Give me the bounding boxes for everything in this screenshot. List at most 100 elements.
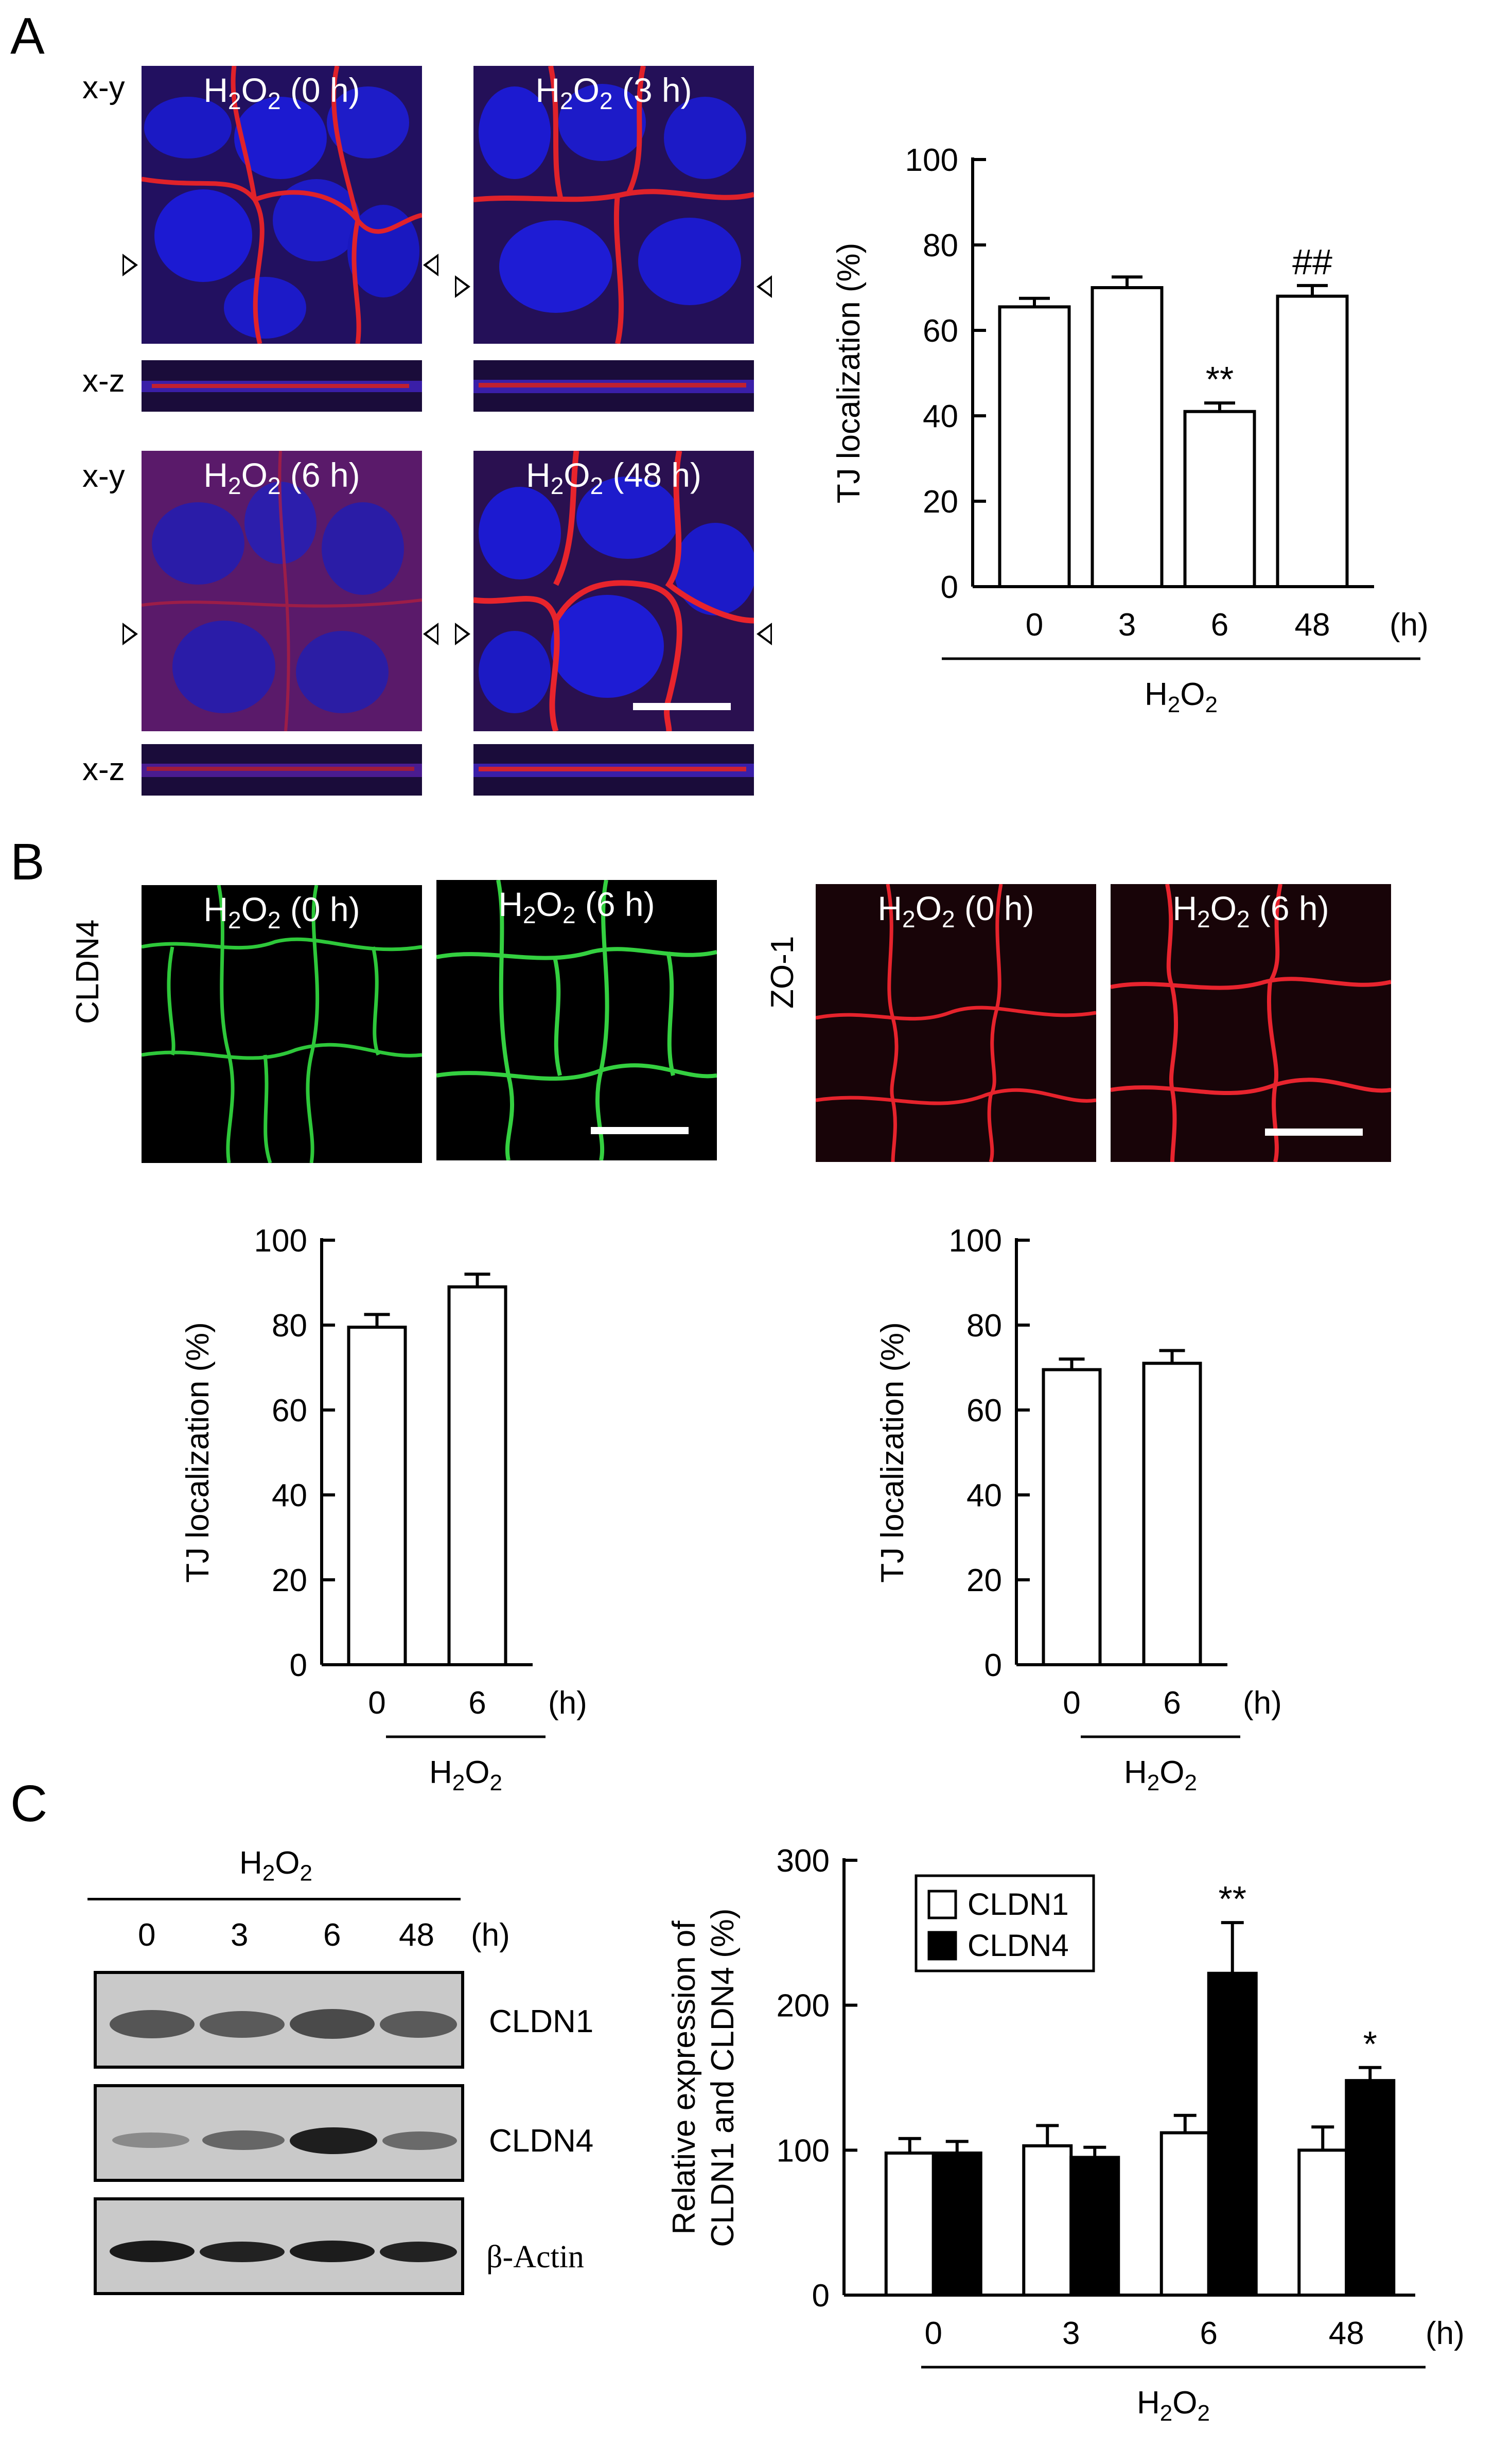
x-tick-label: 6 bbox=[1211, 607, 1228, 643]
x-unit-label: (h) bbox=[1426, 2316, 1465, 2351]
legend-label-CLDN4: CLDN4 bbox=[968, 1928, 1069, 1963]
x-tick-label: 6 bbox=[468, 1685, 486, 1721]
arrowhead-right-icon bbox=[455, 275, 470, 298]
x-tick-label: 0 bbox=[1026, 607, 1043, 643]
label-zo-1: ZO-1 bbox=[765, 936, 800, 1009]
y-tick-label: 100 bbox=[905, 143, 958, 178]
micrograph-zo1-0h: H2O2 (0 h) bbox=[816, 884, 1096, 1162]
bar-48 bbox=[1276, 294, 1349, 589]
x-tick-label: 3 bbox=[1062, 2316, 1080, 2351]
chart-tj-localization-cldn4: 0 20 40 60 80 100 TJ localization (%) 0 6 (h) H2O2 bbox=[180, 1223, 587, 1795]
bar-CLDN1-6 bbox=[1159, 2131, 1210, 2297]
bar-6 bbox=[447, 1285, 507, 1666]
chart-tj-localization-a: 0 20 40 60 80 100 TJ localization (%) 0 3 6 ** 48 ##… bbox=[831, 143, 1429, 717]
y-tick-label: 40 bbox=[272, 1478, 307, 1513]
arrowhead-left-icon bbox=[757, 275, 772, 298]
x-group-label: H2O2 bbox=[1137, 2385, 1210, 2426]
micrograph-a-6h-title: H2O2 (6 h) bbox=[203, 456, 360, 500]
row-label-xy-1: x-y bbox=[82, 70, 125, 105]
y-tick-label: 80 bbox=[923, 228, 958, 263]
chart-relative-expression: 0 100 200 300 Relative expression of CLDN1 an… bbox=[666, 1843, 1465, 2426]
micrograph-a-3h-cells bbox=[473, 66, 754, 344]
bar-CLDN4-0 bbox=[931, 2151, 982, 2297]
legend-swatch-CLDN1 bbox=[927, 1890, 957, 1919]
arrowhead-right-icon bbox=[122, 254, 138, 276]
arrowhead-left-icon bbox=[423, 623, 438, 645]
micrograph-a-0h-title: H2O2 (0 h) bbox=[203, 71, 360, 115]
blot-header-h2o2: H2O2 bbox=[239, 1845, 312, 1886]
arrowhead-right-icon bbox=[122, 623, 138, 645]
bar-CLDN4-3 bbox=[1069, 2156, 1120, 2297]
x-tick-label: 48 bbox=[1329, 2316, 1364, 2351]
band-label-cldn1: CLDN1 bbox=[489, 2004, 594, 2039]
lane-label-48: 48 bbox=[399, 1917, 434, 1953]
panel-letter-b: B bbox=[10, 833, 45, 891]
blot-header-line bbox=[87, 1898, 461, 1900]
bar-0 bbox=[347, 1326, 407, 1666]
y-axis-label-line2: CLDN1 and CLDN4 (%) bbox=[705, 1908, 741, 2247]
y-axis-label: TJ localization (%) bbox=[180, 1322, 216, 1582]
significance-label: ** bbox=[1206, 359, 1234, 399]
micrograph-a-6h-cells bbox=[142, 451, 422, 731]
bar-CLDN4-6 bbox=[1207, 1971, 1258, 2297]
micrograph-zo1-6h: H2O2 (6 h) bbox=[1111, 884, 1391, 1162]
bar-CLDN1-0 bbox=[884, 2151, 935, 2297]
micrograph-a-48h-title: H2O2 (48 h) bbox=[526, 456, 701, 500]
y-tick-label: 300 bbox=[777, 1843, 830, 1879]
y-axis-label-line1: Relative expression of bbox=[666, 1920, 702, 2235]
micrograph-a-6h: H2O2 (6 h) bbox=[142, 451, 422, 731]
lane-unit: (h) bbox=[471, 1917, 510, 1953]
y-tick-label: 0 bbox=[290, 1648, 307, 1683]
bar-CLDN1-3 bbox=[1022, 2144, 1073, 2297]
label-cldn4: CLDN4 bbox=[70, 919, 106, 1024]
x-group-label: H2O2 bbox=[1124, 1755, 1197, 1795]
y-tick-label: 60 bbox=[923, 313, 958, 349]
micrograph-a-0h-cells bbox=[142, 66, 422, 344]
micrograph-zo1-0h-title: H2O2 (0 h) bbox=[877, 889, 1034, 933]
micrograph-a-0h: H2O2 (0 h) bbox=[142, 66, 422, 344]
y-tick-label: 60 bbox=[272, 1393, 307, 1429]
y-tick-label: 60 bbox=[966, 1393, 1002, 1429]
bar-6 bbox=[1183, 410, 1256, 588]
x-unit-label: (h) bbox=[548, 1685, 587, 1721]
y-tick-label: 20 bbox=[272, 1563, 307, 1598]
panel-letter-a: A bbox=[10, 7, 45, 65]
micrograph-cldn4-6h: H2O2 (6 h) bbox=[436, 880, 717, 1160]
x-tick-label: 6 bbox=[1163, 1685, 1181, 1721]
y-tick-label: 0 bbox=[984, 1648, 1002, 1683]
scale-bar bbox=[591, 1127, 689, 1134]
bar-CLDN1-48 bbox=[1297, 2148, 1348, 2297]
lane-label-6: 6 bbox=[323, 1917, 341, 1953]
y-tick-label: 100 bbox=[777, 2133, 830, 2169]
legend-swatch-CLDN4 bbox=[927, 1931, 957, 1961]
x-group-label: H2O2 bbox=[429, 1755, 502, 1795]
y-axis-label: TJ localization (%) bbox=[875, 1322, 910, 1582]
y-tick-label: 0 bbox=[941, 570, 958, 605]
lane-label-3: 3 bbox=[231, 1917, 249, 1953]
row-label-xz-1: x-z bbox=[82, 363, 125, 399]
arrowhead-left-icon bbox=[423, 254, 438, 276]
scale-bar bbox=[1265, 1129, 1363, 1136]
micrograph-a-3h-title: H2O2 (3 h) bbox=[535, 71, 692, 115]
chart-tj-localization-zo1: 0 20 40 60 80 100 TJ localization (%) 0 6 (h) H2O2 bbox=[875, 1223, 1282, 1795]
micrograph-zo1-6h-title: H2O2 (6 h) bbox=[1172, 889, 1329, 933]
bar-6 bbox=[1142, 1362, 1202, 1666]
legend-label-CLDN1: CLDN1 bbox=[968, 1887, 1069, 1922]
x-tick-label: 0 bbox=[1063, 1685, 1080, 1721]
micrograph-cldn4-0h: H2O2 (0 h) bbox=[142, 885, 422, 1163]
band-label-cldn4: CLDN4 bbox=[489, 2123, 594, 2159]
micrograph-cldn4-0h-title: H2O2 (0 h) bbox=[203, 890, 360, 934]
band-label-beta-actin: β-Actin bbox=[486, 2240, 584, 2275]
lane-label-0: 0 bbox=[138, 1917, 156, 1953]
y-tick-label: 40 bbox=[966, 1478, 1002, 1513]
x-unit-label: (h) bbox=[1390, 607, 1429, 643]
micrograph-a-3h: H2O2 (3 h) bbox=[473, 66, 754, 344]
row-label-xz-2: x-z bbox=[82, 752, 125, 787]
x-tick-label: 6 bbox=[1200, 2316, 1218, 2351]
y-tick-label: 200 bbox=[777, 1988, 830, 2024]
row-label-xy-2: x-y bbox=[82, 459, 125, 494]
bar-0 bbox=[998, 305, 1071, 589]
x-tick-label: 3 bbox=[1118, 607, 1136, 643]
x-group-label: H2O2 bbox=[1145, 677, 1218, 717]
micrograph-a-48h-cells bbox=[473, 451, 754, 731]
